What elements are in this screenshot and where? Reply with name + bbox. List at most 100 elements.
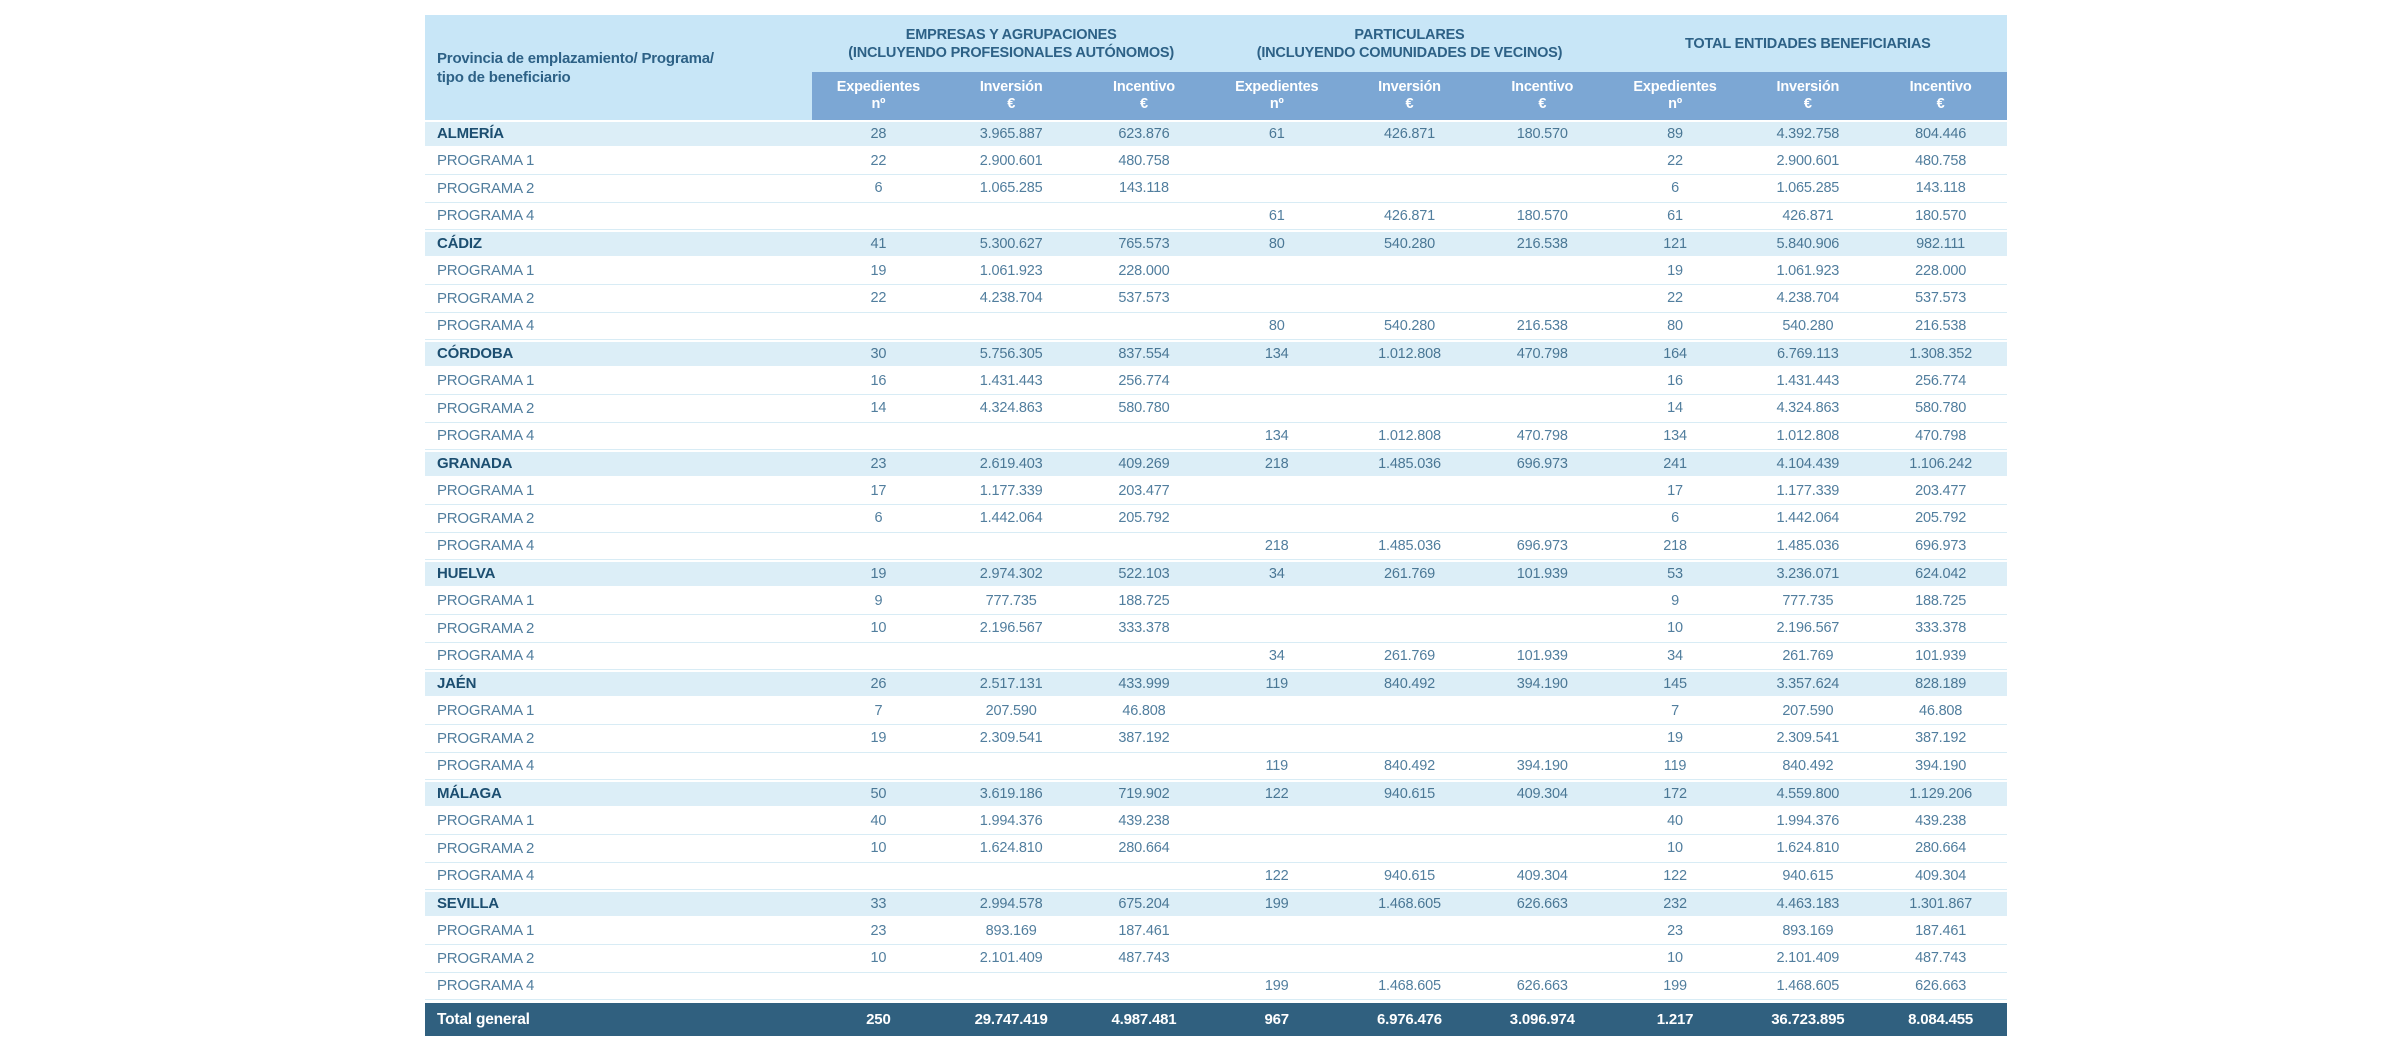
column-header-unit: € xyxy=(1538,96,1547,112)
cell-value: 840.492 xyxy=(1383,675,1435,692)
cell-value: 1.468.605 xyxy=(1378,895,1441,912)
cell-value: 101.939 xyxy=(1516,565,1568,582)
cell-value: 623.876 xyxy=(1118,125,1170,142)
cell-value: 10 xyxy=(1667,620,1683,637)
cell-value: 5.300.627 xyxy=(979,235,1043,252)
cell-value: 6.769.113 xyxy=(1777,345,1839,362)
cell-value: 26 xyxy=(870,675,887,692)
program-label: PROGRAMA 1 xyxy=(437,262,535,280)
cell-value: 426.871 xyxy=(1383,207,1435,224)
cell-value: 840.492 xyxy=(1383,757,1435,774)
cell-value: 164 xyxy=(1663,345,1687,362)
cell-value: 119 xyxy=(1663,757,1687,774)
cell-value: 624.042 xyxy=(1915,565,1967,582)
group-header-total: TOTAL ENTIDADES BENEFICIARIAS xyxy=(1608,15,2007,72)
cell-value: 9 xyxy=(1671,592,1679,609)
cell-value: 34 xyxy=(1667,647,1683,664)
cell-value: 394.190 xyxy=(1516,757,1568,774)
cell-value: 540.280 xyxy=(1383,317,1435,334)
cell-value: 696.973 xyxy=(1516,455,1568,472)
program-row: PROGRAMA 2 10 2.196.567 333.378 10 2.196.567 3… xyxy=(425,615,2007,643)
program-row: PROGRAMA 1 7 207.590 46.808 7 207.590 46.808 xyxy=(425,697,2007,725)
cell-value: 1.468.605 xyxy=(1776,977,1840,994)
column-header-inversión-g3: Inversión € xyxy=(1741,72,1875,120)
group-header-empresas-line1: EMPRESAS Y AGRUPACIONES xyxy=(905,26,1117,43)
cell-value: 180.570 xyxy=(1915,207,1967,224)
column-header-unit: nº xyxy=(1269,96,1284,112)
cell-value: 2.974.302 xyxy=(979,565,1043,582)
cell-value: 10 xyxy=(870,620,887,637)
cell-value: 61 xyxy=(1268,125,1285,142)
program-label: PROGRAMA 1 xyxy=(437,372,535,390)
cell-value: 16 xyxy=(1667,372,1683,389)
group-header-empresas: EMPRESAS Y AGRUPACIONES (INCLUYENDO PROF… xyxy=(812,15,1211,72)
cell-value: 626.663 xyxy=(1915,977,1967,994)
cell-value: 6.976.476 xyxy=(1377,1011,1442,1028)
cell-value: 409.269 xyxy=(1118,455,1170,472)
column-header-inversión-g2: Inversión € xyxy=(1343,72,1476,120)
table-body: ALMERÍA 28 3.965.887 623.876 61 426.871 180.57… xyxy=(425,120,2007,1000)
cell-value: 14 xyxy=(870,400,887,417)
cell-value: 203.477 xyxy=(1915,482,1967,499)
cell-value: 19 xyxy=(1667,730,1683,747)
program-label: PROGRAMA 2 xyxy=(437,619,535,637)
cell-value: 480.758 xyxy=(1915,152,1967,169)
cell-value: 122 xyxy=(1264,785,1289,802)
cell-value: 134 xyxy=(1264,427,1289,444)
cell-value: 199 xyxy=(1264,895,1289,912)
program-label: PROGRAMA 1 xyxy=(437,922,535,940)
program-label: PROGRAMA 2 xyxy=(437,839,535,857)
cell-value: 22 xyxy=(1667,290,1683,307)
cell-value: 207.590 xyxy=(1782,702,1834,719)
program-row: PROGRAMA 2 6 1.065.285 143.118 6 1.065.285 143… xyxy=(425,175,2007,203)
cell-value: 80 xyxy=(1268,317,1285,334)
cell-value: 199 xyxy=(1663,977,1687,994)
cell-value: 6 xyxy=(1671,510,1679,527)
cell-value: 1.301.867 xyxy=(1909,895,1972,912)
corner-header-line2: tipo de beneficiario xyxy=(437,68,571,86)
cell-value: 10 xyxy=(870,840,887,857)
cell-value: 4.559.800 xyxy=(1776,785,1840,802)
cell-value: 893.169 xyxy=(1782,922,1834,939)
cell-value: 426.871 xyxy=(1383,125,1435,142)
program-label: PROGRAMA 1 xyxy=(437,482,535,500)
cell-value: 256.774 xyxy=(1118,372,1170,389)
cell-value: 1.061.923 xyxy=(979,262,1043,279)
cell-value: 387.192 xyxy=(1118,730,1170,747)
group-header-particulares: PARTICULARES (INCLUYENDO COMUNIDADES DE … xyxy=(1210,15,1609,72)
cell-value: 19 xyxy=(1667,262,1683,279)
cell-value: 22 xyxy=(1667,152,1683,169)
program-label: PROGRAMA 4 xyxy=(437,647,535,665)
program-label: PROGRAMA 4 xyxy=(437,317,535,335)
cell-value: 439.238 xyxy=(1118,812,1170,829)
cell-value: 218 xyxy=(1663,537,1687,554)
column-header-unit: € xyxy=(1803,96,1812,112)
column-header-label: Inversión xyxy=(1776,79,1840,95)
cell-value: 1.485.036 xyxy=(1378,455,1441,472)
cell-value: 1.485.036 xyxy=(1378,537,1441,554)
cell-value: 23 xyxy=(870,455,887,472)
cell-value: 61 xyxy=(1667,207,1683,224)
cell-value: 1.468.605 xyxy=(1378,977,1441,994)
cell-value: 121 xyxy=(1663,235,1687,252)
program-label: PROGRAMA 2 xyxy=(437,179,535,197)
column-header-incentivo-g2: Incentivo € xyxy=(1475,72,1609,120)
cell-value: 1.177.339 xyxy=(1776,482,1840,499)
column-header-unit: € xyxy=(1140,96,1148,112)
cell-value: 1.012.808 xyxy=(1776,427,1840,444)
program-row: PROGRAMA 4 61 426.871 180.570 61 426.871 180.5… xyxy=(425,202,2007,230)
program-label: PROGRAMA 4 xyxy=(437,207,535,225)
province-label: CÓRDOBA xyxy=(437,345,514,363)
cell-value: 28 xyxy=(870,125,887,142)
cell-value: 10 xyxy=(1667,950,1683,967)
cell-value: 29.747.419 xyxy=(974,1011,1048,1028)
program-label: PROGRAMA 1 xyxy=(437,152,535,170)
cell-value: 36.723.895 xyxy=(1771,1011,1845,1028)
program-label: PROGRAMA 4 xyxy=(437,757,535,775)
cell-value: 1.994.376 xyxy=(1776,812,1840,829)
cell-value: 540.280 xyxy=(1782,317,1834,334)
cell-value: 4.324.863 xyxy=(979,400,1043,417)
cell-value: 940.615 xyxy=(1782,867,1834,884)
cell-value: 10 xyxy=(1667,840,1683,857)
cell-value: 180.570 xyxy=(1516,125,1568,142)
